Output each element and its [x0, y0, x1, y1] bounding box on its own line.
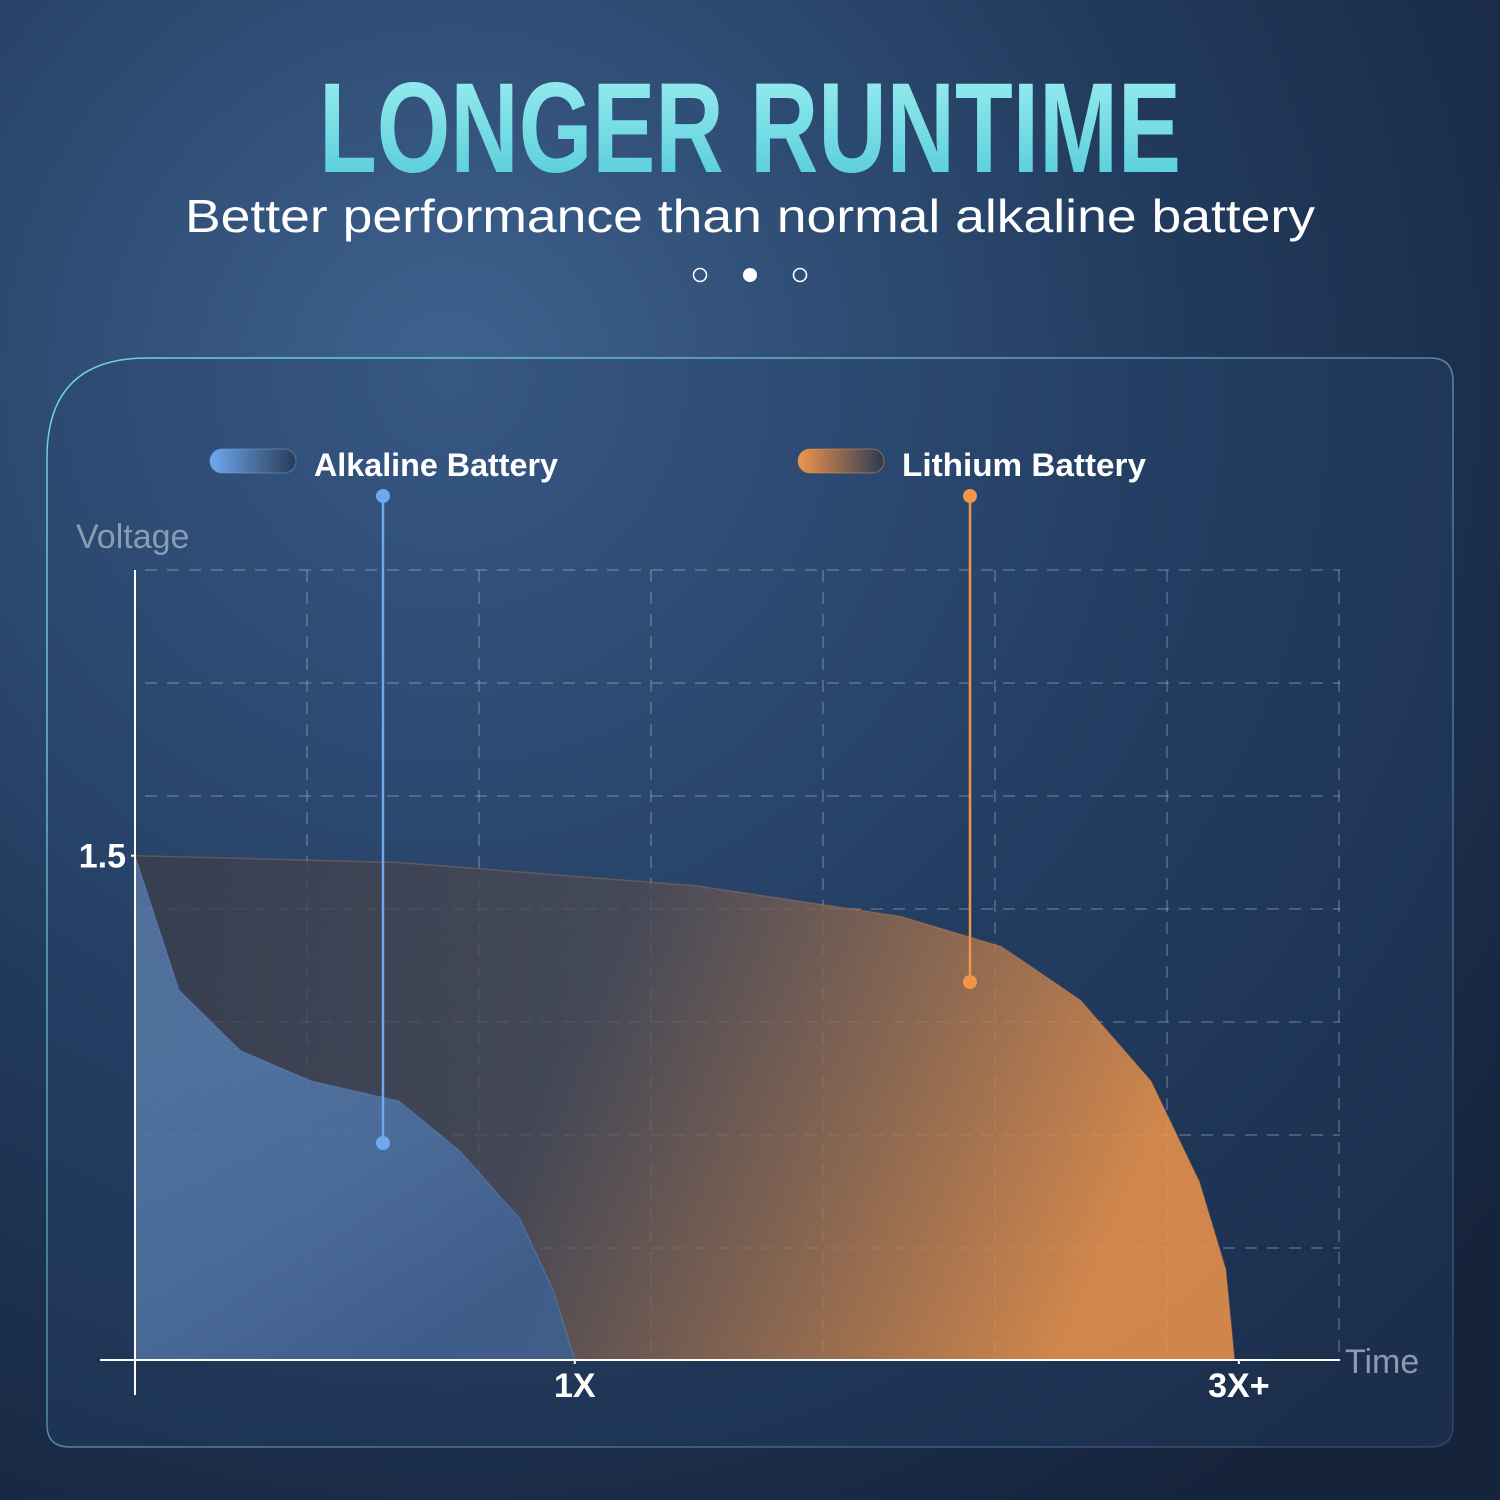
legend-label: Alkaline Battery: [314, 447, 558, 483]
y-tick-label: 1.5: [79, 838, 126, 876]
dot[interactable]: [692, 267, 708, 283]
x-axis-label: Time: [1345, 1343, 1419, 1381]
legend-swatch: [797, 448, 885, 474]
subtitle: Better performance than normal alkaline …: [185, 190, 1315, 242]
pointer-dot: [963, 975, 977, 989]
carousel-dots: [692, 267, 808, 283]
y-axis-label: Voltage: [76, 518, 189, 556]
legend-swatch: [209, 448, 297, 474]
legend-label: Lithium Battery: [902, 447, 1146, 483]
pointer-dot: [376, 489, 390, 503]
area-edge: [134, 855, 576, 1361]
area-fill: [135, 855, 575, 1360]
area-edge: [134, 854, 1236, 1361]
pointer-dot: [963, 489, 977, 503]
x-tick-label: 1X: [554, 1367, 596, 1405]
dot[interactable]: [743, 268, 757, 282]
dot[interactable]: [792, 267, 808, 283]
title: LONGER RUNTIME: [319, 57, 1181, 200]
pointer-dot: [376, 1136, 390, 1150]
x-tick-label: 3X+: [1208, 1367, 1269, 1405]
